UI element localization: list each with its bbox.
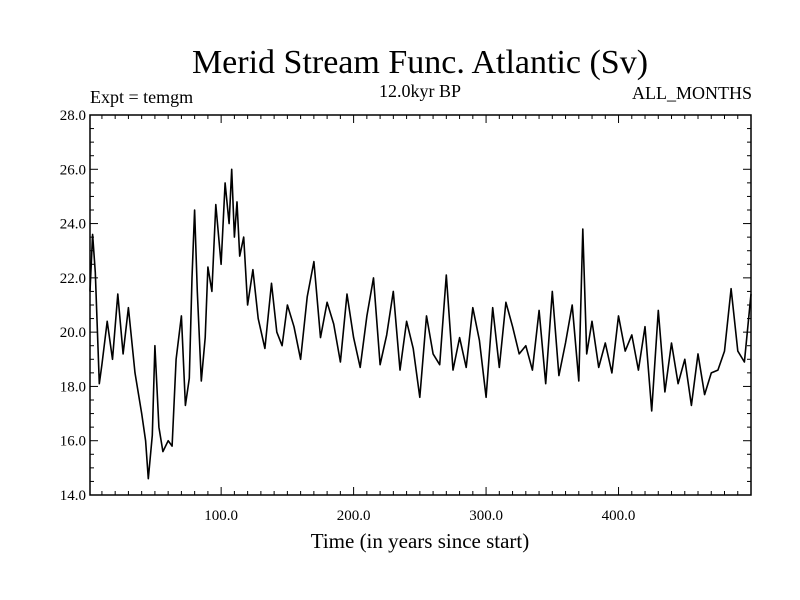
y-axis-ticks: 14.0 16.0 18.0 20.0 22.0 24.0 26.0 28.0: [60, 108, 751, 504]
y-tick-label: 28.0: [60, 108, 86, 124]
x-tick-label: 400.0: [602, 508, 636, 524]
series-line: [89, 168, 752, 480]
months-label: ALL_MONTHS: [632, 83, 752, 103]
y-tick-label: 22.0: [60, 271, 86, 287]
period-label: 12.0kyr BP: [379, 81, 461, 101]
series-layer: [89, 168, 752, 480]
x-axis-label: Time (in years since start): [311, 529, 530, 553]
y-tick-label: 18.0: [60, 379, 86, 395]
x-axis-ticks: 100.0 200.0 300.0 400.0: [101, 115, 739, 524]
experiment-label: Expt = temgm: [90, 87, 193, 107]
y-tick-label: 26.0: [60, 162, 86, 178]
y-tick-label: 16.0: [60, 434, 86, 450]
y-tick-label: 20.0: [60, 325, 86, 341]
x-tick-label: 100.0: [204, 508, 238, 524]
x-tick-label: 300.0: [469, 508, 503, 524]
y-tick-label: 24.0: [60, 217, 86, 233]
plot-frame: [89, 114, 752, 496]
chart-title: Merid Stream Func. Atlantic (Sv): [192, 44, 648, 81]
x-tick-label: 200.0: [337, 508, 371, 524]
y-tick-label: 14.0: [60, 488, 86, 504]
